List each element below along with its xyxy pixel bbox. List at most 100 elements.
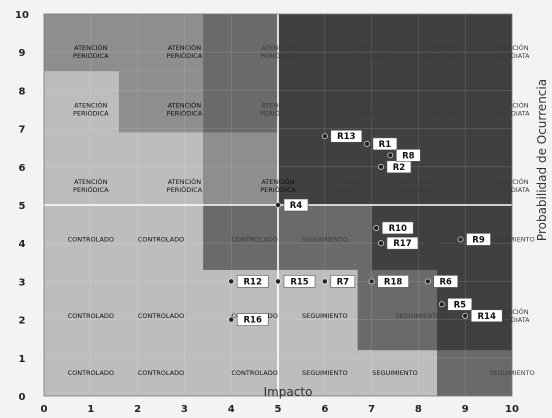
risk-label-r18: R18 [384, 277, 402, 287]
risk-label-r1: R1 [379, 140, 392, 150]
risk-label-box-r10 [381, 221, 414, 235]
risk-label-layer: R1 R2 R4 R5 R6 R7 R8 R9 R10 R12 R13 R14 R15 R16 R17 R18 [236, 129, 503, 326]
zone-label-23: SEGUIMIENTO [489, 235, 535, 243]
tick-label-layer: 0 1 2 3 4 5 6 7 8 9 10 0 1 2 3 4 5 6 7 8 9 10 [15, 10, 519, 415]
zone-label-7: ATENCIÓN PERIÓDICA [167, 101, 203, 118]
zone-label-layer: ATENCIÓN PERIÓDICA ATENCIÓN PERIÓDICA ATENCI… [68, 43, 535, 377]
zone-label-28: SEGUIMIENTO [396, 312, 442, 320]
y-tick-10: 10 [15, 10, 29, 21]
zone-label-10: ATENCIÓN INMEDIATA [424, 101, 460, 118]
zone-label-2: ATENCIÓN PERIÓDICA [260, 43, 296, 60]
zone-block-8 [203, 205, 278, 270]
risk-label-box-r13 [330, 129, 363, 143]
x-tick-2: 2 [134, 404, 141, 415]
risk-point-layer [228, 133, 469, 323]
y-tick-2: 2 [19, 316, 26, 327]
zone-label-24: CONTROLADO [68, 312, 114, 320]
zone-label-32: CONTROLADO [231, 369, 277, 377]
y-tick-4: 4 [19, 239, 26, 250]
zone-label-8: ATENCIÓN PERIÓDICA [260, 101, 296, 118]
zone-block-seg2 [357, 350, 438, 396]
x-tick-10: 10 [505, 404, 519, 415]
zone-label-35: SEGUIMIENTO [489, 369, 535, 377]
zone-block-9 [278, 205, 372, 270]
zone-label-11: ATENCIÓN INMEDIATA [494, 101, 530, 118]
risk-point-r6 [424, 278, 431, 285]
x-tick-8: 8 [415, 404, 422, 415]
x-axis-label: Impacto [264, 385, 313, 399]
risk-label-r12: R12 [244, 277, 262, 287]
zone-label-15: ATENCIÓN INMEDIATA [331, 177, 367, 194]
risk-point-r17 [378, 240, 384, 247]
risk-label-r10: R10 [389, 224, 407, 234]
zone-label-20: CONTROLADO [231, 235, 277, 243]
risk-label-box-r9 [466, 233, 491, 246]
risk-label-r7: R7 [337, 277, 350, 287]
risk-point-r16 [228, 316, 235, 323]
zone-label-0: ATENCIÓN PERIÓDICA [73, 43, 109, 60]
zone-label-16: ATENCIÓN INMEDIATA [401, 177, 437, 194]
risk-point-r1 [364, 140, 370, 147]
risk-label-box-r8 [396, 149, 421, 162]
zone-label-14: ATENCIÓN PERIÓDICA [260, 177, 296, 194]
zone-block-2 [44, 71, 119, 205]
risk-label-box-r17 [386, 236, 419, 250]
risk-label-r9: R9 [472, 235, 485, 245]
risk-label-box-r15 [283, 275, 316, 288]
x-tick-7: 7 [368, 404, 375, 415]
zone-label-18: CONTROLADO [68, 235, 114, 243]
risk-label-r5: R5 [454, 300, 467, 310]
risk-label-r8: R8 [402, 151, 415, 161]
risk-point-r8 [387, 152, 394, 159]
zone-block-5 [118, 132, 204, 205]
zone-label-21: SEGUIMIENTO [302, 235, 348, 243]
y-tick-9: 9 [19, 48, 26, 59]
zone-block-3 [118, 71, 204, 133]
risk-label-box-r16 [236, 313, 269, 326]
x-tick-6: 6 [321, 404, 328, 415]
zone-block-6 [203, 132, 278, 205]
x-tick-4: 4 [228, 404, 235, 415]
risk-label-r14: R14 [478, 312, 496, 322]
risk-label-box-r5 [447, 298, 473, 311]
zone-label-9: ATENCIÓN INMEDIATA [354, 101, 390, 118]
risk-label-r13: R13 [337, 132, 355, 142]
risk-point-r4 [275, 202, 281, 208]
zone-label-17: ATENCIÓN INMEDIATA [494, 177, 530, 194]
y-tick-1: 1 [19, 354, 26, 365]
zone-label-5: ATENCIÓN INMEDIATA [494, 43, 530, 60]
zone-label-3: ATENCIÓN INMEDIATA [354, 43, 390, 60]
risk-label-box-r12 [236, 275, 269, 288]
risk-point-r14 [462, 312, 469, 319]
risk-point-r18 [368, 278, 375, 285]
zone-label-31: CONTROLADO [138, 369, 184, 377]
zone-label-12: ATENCIÓN PERIÓDICA [73, 177, 109, 194]
zone-label-33: SEGUIMIENTO [302, 369, 348, 377]
risk-point-r10 [373, 225, 380, 231]
zone-label-6: ATENCIÓN PERIÓDICA [73, 101, 109, 118]
x-tick-0: 0 [41, 404, 48, 415]
risk-point-r13 [321, 133, 328, 140]
x-tick-9: 9 [462, 404, 469, 415]
risk-label-r6: R6 [440, 277, 453, 287]
risk-label-box-r7 [330, 275, 356, 288]
zone-label-4: ATENCIÓN INMEDIATA [424, 43, 460, 60]
risk-label-r16: R16 [244, 316, 262, 326]
x-tick-3: 3 [181, 404, 188, 415]
zone-block-7 [278, 14, 512, 205]
zone-label-29: ATENCIÓN INMEDIATA [494, 307, 530, 324]
risk-label-box-r6 [433, 275, 459, 288]
zone-block-12 [437, 350, 512, 396]
zone-label-19: CONTROLADO [138, 235, 184, 243]
zone-block-seg [278, 269, 358, 396]
risk-point-r5 [438, 301, 445, 308]
risk-label-box-r1 [372, 137, 398, 151]
y-tick-0: 0 [19, 392, 26, 403]
grid-layer [43, 13, 513, 397]
risk-label-r15: R15 [290, 277, 308, 287]
zone-label-30: CONTROLADO [68, 369, 114, 377]
risk-label-box-r4 [283, 198, 309, 212]
risk-label-box-r18 [377, 275, 409, 288]
y-tick-5: 5 [19, 201, 26, 212]
risk-point-r2 [378, 163, 384, 170]
